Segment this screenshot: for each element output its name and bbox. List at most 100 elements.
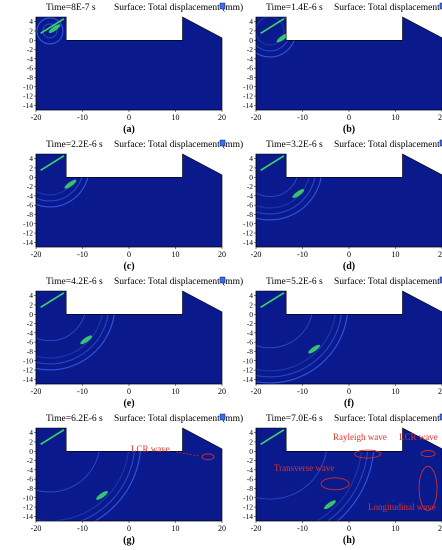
y-tick-label: -8 xyxy=(27,347,33,356)
displacement-field xyxy=(256,17,442,110)
x-tick-label: 20 xyxy=(438,387,442,396)
y-tick-label: -10 xyxy=(23,219,33,228)
transducer-wedge xyxy=(40,155,65,171)
hotspot xyxy=(96,491,108,500)
x-tick-label: -20 xyxy=(251,524,262,533)
y-tick-label: 4 xyxy=(249,428,253,437)
y-tick-label: -14 xyxy=(23,512,33,521)
x-tick-label: 20 xyxy=(218,250,226,259)
transducer-wedge xyxy=(40,18,65,34)
y-tick-label: -10 xyxy=(23,493,33,502)
annotation-ellipse xyxy=(354,449,382,459)
y-tick-label: -6 xyxy=(247,201,253,210)
x-tick-label: 10 xyxy=(172,524,180,533)
y-tick-label: 0 xyxy=(249,310,253,319)
y-tick-label: -2 xyxy=(27,45,33,54)
y-tick-label: -4 xyxy=(27,54,33,63)
x-tick-label: -10 xyxy=(297,113,308,122)
panel-time-label: Time=4.2E-6 s xyxy=(46,277,103,287)
panel-surface-label: Surface: Total displacement (mm) xyxy=(114,413,243,424)
x-tick-label: 0 xyxy=(127,250,131,259)
panel-label: (b) xyxy=(343,124,355,135)
x-tick-label: 20 xyxy=(438,524,442,533)
y-tick-label: 0 xyxy=(29,173,33,182)
y-tick-label: -8 xyxy=(247,347,253,356)
panel-time-label: Time=7.0E-6 s xyxy=(266,414,323,424)
y-tick-label: -2 xyxy=(247,456,253,465)
annotation-ellipse xyxy=(420,450,436,457)
x-tick-label: 10 xyxy=(172,387,180,396)
x-tick-label: 20 xyxy=(218,113,226,122)
y-tick-label: 2 xyxy=(29,300,33,309)
y-tick-label: 2 xyxy=(29,437,33,446)
x-tick-label: 20 xyxy=(438,113,442,122)
x-tick-label: -10 xyxy=(297,524,308,533)
wavefront xyxy=(36,17,64,45)
y-tick-label: -14 xyxy=(243,238,253,247)
y-tick-label: 4 xyxy=(249,154,253,163)
field-background xyxy=(256,154,442,247)
panel-label: (g) xyxy=(123,535,135,546)
legend-icon xyxy=(219,413,226,421)
panel-label: (h) xyxy=(343,535,355,546)
y-tick-label: -6 xyxy=(247,475,253,484)
field-background xyxy=(36,154,222,247)
x-tick-label: 10 xyxy=(392,387,400,396)
y-tick-label: -10 xyxy=(243,493,253,502)
x-tick-label: -20 xyxy=(31,250,42,259)
x-tick-label: 20 xyxy=(218,387,226,396)
x-tick-label: -10 xyxy=(297,250,308,259)
y-tick-label: 2 xyxy=(249,26,253,35)
hotspot xyxy=(276,33,289,43)
x-tick-label: 10 xyxy=(172,250,180,259)
x-tick-label: -20 xyxy=(31,113,42,122)
x-tick-label: -10 xyxy=(77,387,88,396)
panel-surface-label: Surface: Total displacement (mm) xyxy=(114,276,243,287)
y-tick-label: -6 xyxy=(247,64,253,73)
y-tick-label: -12 xyxy=(243,366,253,375)
panel-surface-label: Surface: Total displacement (mm) xyxy=(334,276,442,287)
panel-label: (f) xyxy=(344,398,354,409)
y-tick-label: 2 xyxy=(29,163,33,172)
y-tick-label: 2 xyxy=(249,437,253,446)
annotation-label: Rayleigh wave xyxy=(333,432,387,442)
y-tick-label: 4 xyxy=(29,17,33,26)
y-tick-label: -4 xyxy=(27,191,33,200)
y-tick-label: -12 xyxy=(23,229,33,238)
y-tick-label: -10 xyxy=(23,356,33,365)
panel-surface-label: Surface: Total displacement (mm) xyxy=(114,139,243,150)
annotation-ellipse xyxy=(320,477,350,491)
x-tick-label: -10 xyxy=(297,387,308,396)
x-tick-label: -10 xyxy=(77,113,88,122)
hotspot xyxy=(64,179,77,189)
annotation-label: Transverse wave xyxy=(274,463,334,473)
y-tick-label: -6 xyxy=(27,201,33,210)
y-tick-label: -6 xyxy=(27,475,33,484)
transducer-wedge xyxy=(260,155,285,171)
panel-surface-label: Surface: Total displacement (mm) xyxy=(334,2,442,13)
x-tick-label: 20 xyxy=(438,250,442,259)
panel-a: Time=8E-7 s Surface: Total displacement (… xyxy=(23,2,243,135)
annotation-arrow xyxy=(175,451,199,457)
annotation-label: LCR wave xyxy=(131,444,170,454)
y-tick-label: 2 xyxy=(29,26,33,35)
x-tick-label: 0 xyxy=(127,113,131,122)
wavefront xyxy=(256,17,285,46)
y-tick-label: -12 xyxy=(243,503,253,512)
panel-surface-label: Surface: Total displacement (mm) xyxy=(334,139,442,150)
annotation-ellipse xyxy=(201,453,215,461)
x-tick-label: 10 xyxy=(172,113,180,122)
legend-icon xyxy=(439,276,442,284)
x-tick-label: 0 xyxy=(127,524,131,533)
y-tick-label: -4 xyxy=(27,328,33,337)
panel-surface-label: Surface: Total displacement (mm) xyxy=(334,413,442,424)
panel-label: (d) xyxy=(343,261,355,272)
x-tick-label: 10 xyxy=(392,250,400,259)
panel-surface-label: Surface: Total displacement (mm) xyxy=(114,2,243,13)
y-tick-label: 2 xyxy=(249,300,253,309)
x-tick-label: 10 xyxy=(392,113,400,122)
y-tick-label: -4 xyxy=(247,191,253,200)
y-tick-label: 4 xyxy=(249,291,253,300)
y-tick-label: 2 xyxy=(249,163,253,172)
